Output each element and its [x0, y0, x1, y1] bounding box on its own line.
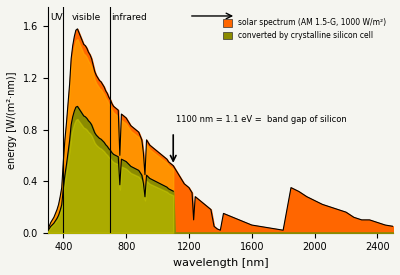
X-axis label: wavelength [nm]: wavelength [nm]: [172, 258, 268, 268]
Legend: solar spectrum (AM 1.5-G, 1000 W/m²), converted by crystalline silicon cell: solar spectrum (AM 1.5-G, 1000 W/m²), co…: [220, 15, 389, 43]
Text: infrared: infrared: [111, 13, 147, 22]
Text: 1100 nm = 1.1 eV =  band gap of silicon: 1100 nm = 1.1 eV = band gap of silicon: [176, 115, 347, 124]
Y-axis label: energy [W/(m²·nm)]: energy [W/(m²·nm)]: [7, 71, 17, 169]
Text: visible: visible: [72, 13, 102, 22]
Text: UV: UV: [50, 13, 62, 22]
